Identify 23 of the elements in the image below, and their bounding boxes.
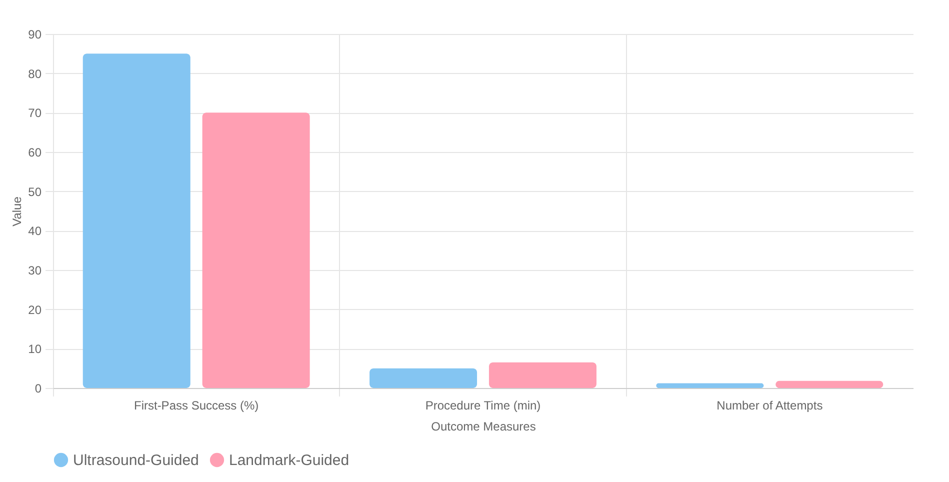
bar [776, 380, 884, 388]
y-tick-label: 80 [28, 66, 42, 81]
legend-label: Ultrasound-Guided [73, 452, 199, 469]
x-tick-label: First-Pass Success (%) [134, 398, 259, 412]
bar [370, 368, 478, 388]
y-axis-title: Value [10, 196, 24, 226]
x-tick-label: Procedure Time (min) [425, 398, 541, 412]
x-tick-label: Number of Attempts [716, 398, 823, 412]
x-axis-title: Outcome Measures [431, 420, 536, 434]
bar [488, 362, 596, 388]
y-tick-label: 70 [28, 106, 42, 120]
bar [202, 112, 310, 388]
y-tick-label: 20 [28, 302, 42, 317]
y-tick-label: 10 [28, 342, 42, 356]
y-tick-label: 60 [28, 146, 42, 160]
bar [656, 383, 764, 388]
y-tick-label: 50 [28, 184, 42, 199]
y-tick-label: 0 [34, 382, 42, 396]
y-tick-label: 40 [28, 224, 42, 238]
y-tick-label: 90 [28, 28, 42, 42]
bar [82, 54, 190, 388]
legend-label: Landmark-Guided [229, 452, 350, 469]
y-tick-label: 30 [28, 264, 42, 278]
